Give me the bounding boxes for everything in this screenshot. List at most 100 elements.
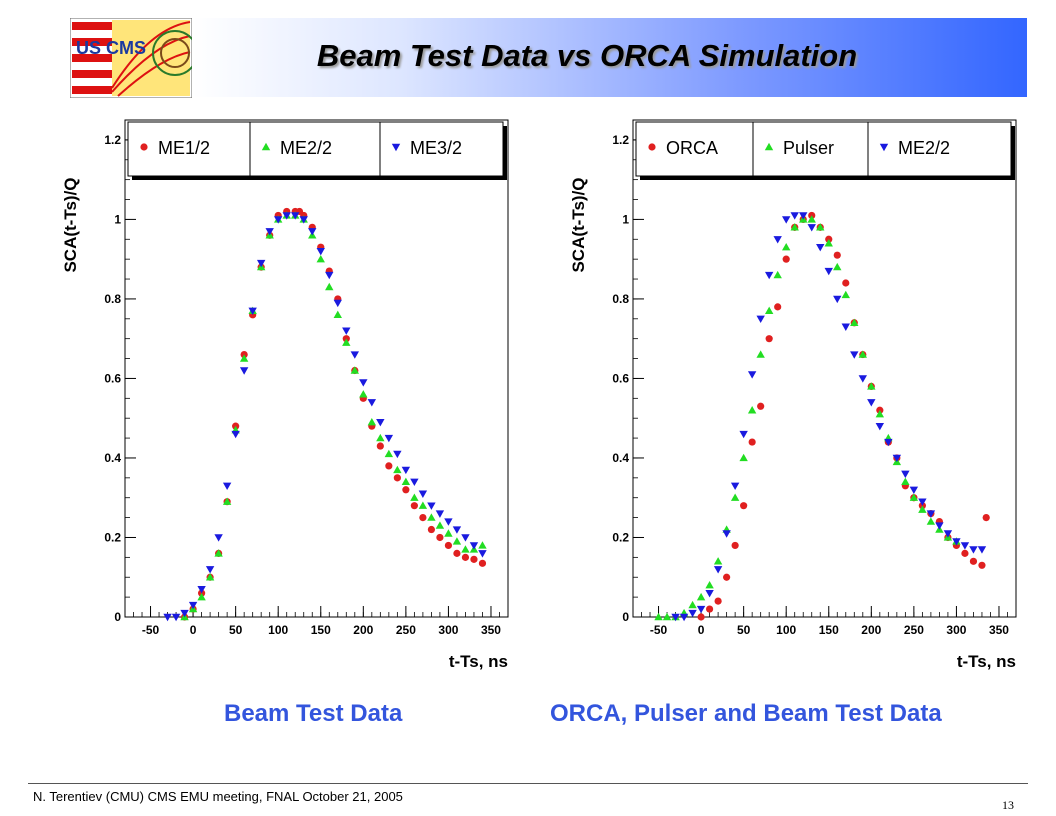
data-point [978, 561, 986, 569]
data-point [291, 212, 300, 220]
data-point [376, 418, 385, 427]
data-point [909, 486, 919, 494]
data-point [410, 478, 419, 487]
data-point [892, 454, 902, 463]
data-point [410, 502, 418, 510]
data-point [722, 530, 731, 538]
data-point [435, 521, 445, 529]
data-point [222, 497, 232, 505]
data-point [782, 216, 791, 224]
data-point [799, 212, 808, 220]
y-axis-label: SCA(t-Ts)/Q [61, 177, 80, 272]
data-point [747, 406, 757, 414]
data-point [816, 223, 825, 231]
data-point [419, 514, 427, 522]
y-tick-label: 0.8 [612, 292, 629, 306]
data-point [376, 433, 385, 442]
y-tick-label: 0 [622, 610, 629, 624]
data-point [901, 477, 910, 486]
y-tick-label: 0.8 [104, 292, 121, 306]
data-point [969, 546, 978, 554]
x-tick-label: 150 [311, 623, 331, 637]
data-point [790, 223, 799, 231]
legend-box [127, 121, 504, 177]
legend-label: ME2/2 [280, 138, 332, 158]
data-point [833, 295, 842, 304]
data-point [807, 215, 816, 223]
x-tick-label: 200 [353, 623, 373, 637]
x-tick-label: 100 [268, 623, 288, 637]
data-point [359, 390, 368, 398]
data-point [943, 530, 953, 538]
plot-frame [124, 119, 509, 618]
data-point [393, 450, 402, 459]
data-point [679, 613, 689, 622]
data-point [714, 597, 722, 605]
data-point [478, 559, 487, 567]
data-point [452, 537, 462, 545]
data-point [401, 466, 411, 475]
data-point [747, 371, 757, 379]
footer-divider [28, 783, 1028, 784]
data-point [782, 243, 791, 251]
data-point [478, 541, 487, 549]
header-band [192, 18, 1027, 97]
data-point [740, 502, 748, 510]
data-point [163, 613, 172, 622]
data-point [384, 434, 394, 443]
data-point [376, 442, 384, 450]
data-point [706, 605, 714, 613]
legend-marker [261, 142, 271, 151]
data-point [316, 248, 325, 256]
data-point [654, 612, 663, 621]
data-point [444, 541, 453, 550]
legend-marker [391, 143, 401, 152]
data-point [688, 609, 697, 618]
data-point [393, 474, 401, 482]
data-point [385, 462, 393, 470]
x-tick-label: 250 [904, 623, 924, 637]
data-point [274, 216, 283, 224]
y-tick-label: 0 [114, 610, 121, 624]
data-point [197, 592, 206, 601]
data-point [969, 557, 978, 565]
data-point [427, 525, 435, 534]
x-tick-label: 250 [396, 623, 416, 637]
data-point [816, 244, 825, 252]
data-point [427, 513, 436, 521]
data-point [188, 601, 198, 610]
data-point [705, 589, 714, 598]
data-point [453, 549, 461, 557]
x-tick-label: -50 [142, 623, 160, 637]
data-point [833, 251, 841, 259]
y-tick-label: 0.4 [104, 451, 121, 465]
data-point [367, 399, 377, 407]
chart-beam-test: -50 0 50 100 150 200 250 300 350 0 0.2 0.4 0.6 0.8 1 1.… [61, 119, 509, 671]
data-point [350, 366, 359, 374]
y-tick-label: 0.2 [612, 530, 629, 544]
data-point [697, 613, 705, 621]
data-point [867, 382, 876, 390]
data-point [765, 335, 773, 343]
x-tick-label: 350 [481, 623, 501, 637]
data-point [478, 550, 487, 558]
data-point [214, 549, 223, 557]
x-tick-label: -50 [650, 623, 668, 637]
data-point [239, 354, 249, 362]
data-point [333, 299, 342, 308]
data-point [757, 402, 765, 410]
data-point [790, 212, 799, 220]
data-point [418, 490, 428, 498]
x-tick-label: 0 [698, 623, 705, 637]
data-point [909, 493, 919, 501]
data-point [901, 470, 910, 479]
data-point [875, 410, 885, 418]
data-point [807, 224, 816, 232]
data-point [756, 315, 765, 323]
data-point [782, 255, 790, 263]
legend-label: ME3/2 [410, 138, 462, 158]
data-point [444, 529, 453, 537]
data-point [470, 555, 478, 563]
data-point [773, 236, 782, 244]
data-point [256, 259, 266, 268]
